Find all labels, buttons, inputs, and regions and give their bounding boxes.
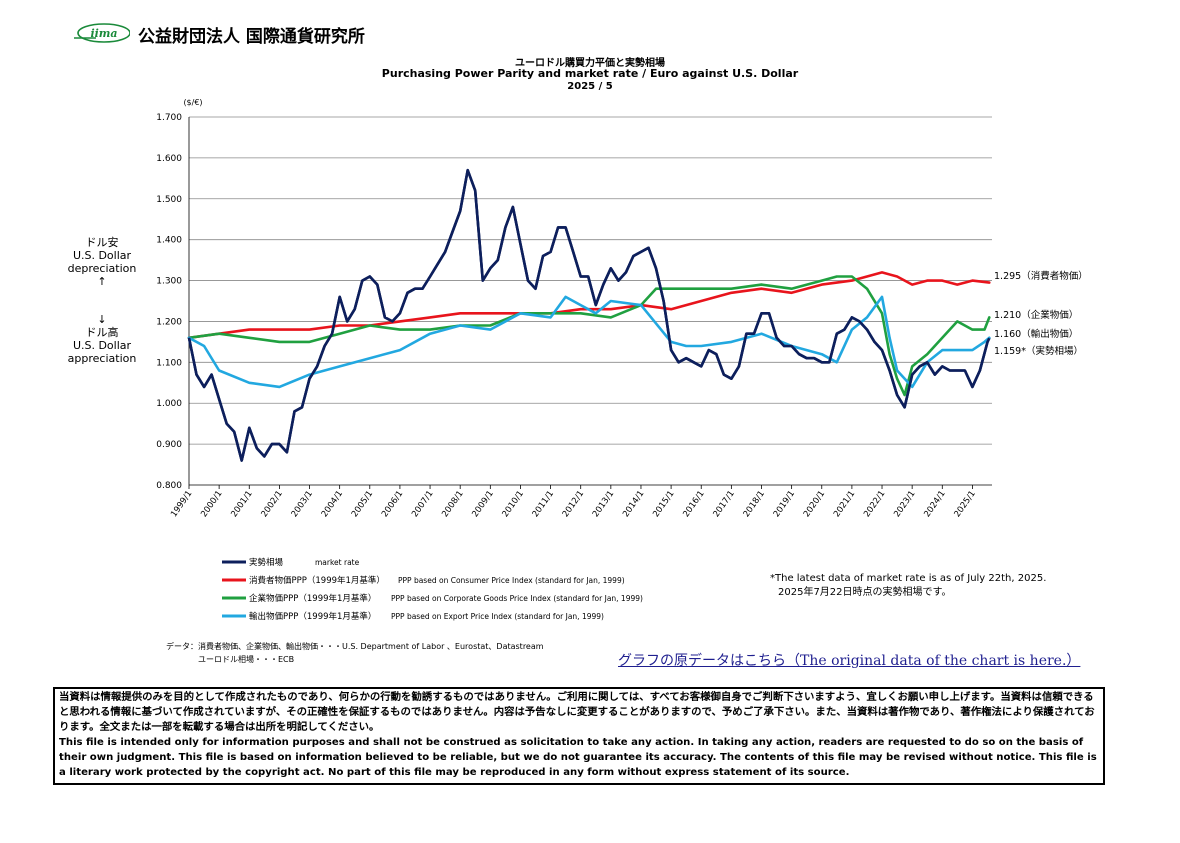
x-tick-label: 2015/1 — [651, 489, 676, 519]
x-tick-label: 2024/1 — [922, 489, 947, 519]
depreciation-jp: ドル安 — [85, 236, 119, 249]
x-tick-label: 2009/1 — [470, 489, 495, 519]
disclaimer-box: 当資料は情報提供のみを目的として作成されたものであり、何らかの行動を勧誘するもの… — [53, 687, 1105, 785]
legend-label-jp: 輸出物価PPP（1999年1月基準） — [249, 611, 376, 622]
legend-label-jp: 消費者物価PPP（1999年1月基準） — [249, 575, 385, 586]
y-tick-label: 1.300 — [156, 277, 182, 287]
chart-title-jp: ユーロドル購買力平価と実勢相場 — [515, 58, 665, 69]
x-tick-label: 1999/1 — [169, 489, 194, 519]
appreciation-annotation: ↓ ドル高 U.S. Dollar appreciation — [60, 313, 144, 365]
original-data-link[interactable]: グラフの原データはこちら（The original data of the ch… — [618, 653, 1081, 669]
end-value-label: 1.159*（実勢相場） — [994, 345, 1083, 357]
latest-data-note-en: *The latest data of market rate is as of… — [770, 573, 1047, 584]
series-line-2 — [187, 275, 991, 397]
legend-label-jp: 企業物価PPP（1999年1月基準） — [249, 593, 376, 604]
appreciation-en-1: U.S. Dollar — [72, 339, 132, 352]
x-tick-label: 2000/1 — [199, 489, 224, 519]
x-tick-label: 2005/1 — [350, 489, 375, 519]
latest-data-note: *The latest data of market rate is as of… — [770, 572, 1046, 600]
legend-label-en: PPP based on Export Price Index (standar… — [391, 612, 604, 621]
legend-label-en: market rate — [315, 558, 360, 567]
series-line-1 — [187, 271, 991, 340]
depreciation-en-2: depreciation — [67, 262, 137, 275]
disclaimer-en: This file is intended only for informati… — [59, 737, 1097, 778]
down-arrow: ↓ — [97, 313, 107, 326]
x-tick-label: 2007/1 — [410, 489, 435, 519]
x-tick-label: 2016/1 — [681, 489, 706, 519]
y-tick-label: 1.700 — [156, 113, 182, 123]
x-tick-label: 2008/1 — [440, 489, 465, 519]
data-source-line-1: データ：消費者物価、企業物価、輸出物価・・・U.S. Department of… — [166, 642, 544, 651]
x-tick-label: 2021/1 — [832, 489, 857, 519]
x-tick-label: 2017/1 — [711, 489, 736, 519]
x-tick-label: 2010/1 — [501, 489, 526, 519]
x-tick-label: 2014/1 — [621, 489, 646, 519]
data-source: データ：消費者物価、企業物価、輸出物価・・・U.S. Department of… — [166, 640, 544, 666]
end-value-label: 1.160（輸出物価） — [994, 328, 1078, 340]
up-arrow: ↑ — [97, 275, 107, 288]
x-tick-label: 2006/1 — [380, 489, 405, 519]
x-tick-label: 2004/1 — [320, 489, 345, 519]
x-tick-label: 2011/1 — [531, 489, 556, 519]
y-tick-label: 1.000 — [156, 399, 182, 409]
x-tick-label: 2019/1 — [772, 489, 797, 519]
y-tick-label: 1.100 — [156, 358, 182, 368]
x-tick-label: 2001/1 — [229, 489, 254, 519]
x-tick-label: 2025/1 — [953, 489, 978, 519]
svg-text:iima: iima — [90, 27, 117, 40]
y-tick-label: 0.900 — [156, 440, 182, 450]
legend-label-en: PPP based on Corporate Goods Price Index… — [391, 594, 643, 603]
appreciation-jp: ドル高 — [85, 326, 119, 339]
chart-date: 2025 / 5 — [567, 81, 613, 92]
legend-label-en: PPP based on Consumer Price Index (stand… — [398, 576, 625, 585]
y-tick-label: 1.200 — [156, 317, 182, 327]
x-tick-label: 2020/1 — [802, 489, 827, 519]
series-line-market-rate-top — [187, 168, 991, 462]
legend-label-jp: 実勢相場 — [249, 557, 284, 568]
y-tick-label: 0.800 — [156, 481, 182, 491]
x-tick-label: 2013/1 — [591, 489, 616, 519]
appreciation-en-2: appreciation — [67, 352, 137, 365]
y-axis-unit-label: ($/€) — [183, 98, 202, 107]
x-tick-label: 2012/1 — [561, 489, 586, 519]
end-value-label: 1.210（企業物価） — [994, 309, 1078, 321]
x-tick-label: 2022/1 — [862, 489, 887, 519]
x-tick-label: 2018/1 — [742, 489, 767, 519]
x-tick-label: 2003/1 — [290, 489, 315, 519]
y-tick-label: 1.600 — [156, 154, 182, 164]
y-tick-label: 1.500 — [156, 195, 182, 205]
latest-data-note-jp: 2025年7月22日時点の実勢相場です。 — [778, 587, 952, 598]
end-value-label: 1.295（消費者物価） — [994, 270, 1088, 282]
x-tick-label: 2002/1 — [260, 489, 285, 519]
organization-name: 公益財団法人 国際通貨研究所 — [138, 27, 365, 47]
x-tick-label: 2023/1 — [892, 489, 917, 519]
data-source-line-2: ユーロドル相場・・・ECB — [198, 655, 295, 664]
depreciation-en-1: U.S. Dollar — [72, 249, 132, 262]
chart-title-en: Purchasing Power Parity and market rate … — [381, 67, 799, 80]
depreciation-annotation: ドル安 U.S. Dollar depreciation ↑ — [60, 236, 144, 288]
iima-logo: iima — [74, 23, 130, 43]
y-tick-label: 1.400 — [156, 236, 182, 246]
disclaimer-jp: 当資料は情報提供のみを目的として作成されたものであり、何らかの行動を勧誘するもの… — [59, 691, 1095, 733]
